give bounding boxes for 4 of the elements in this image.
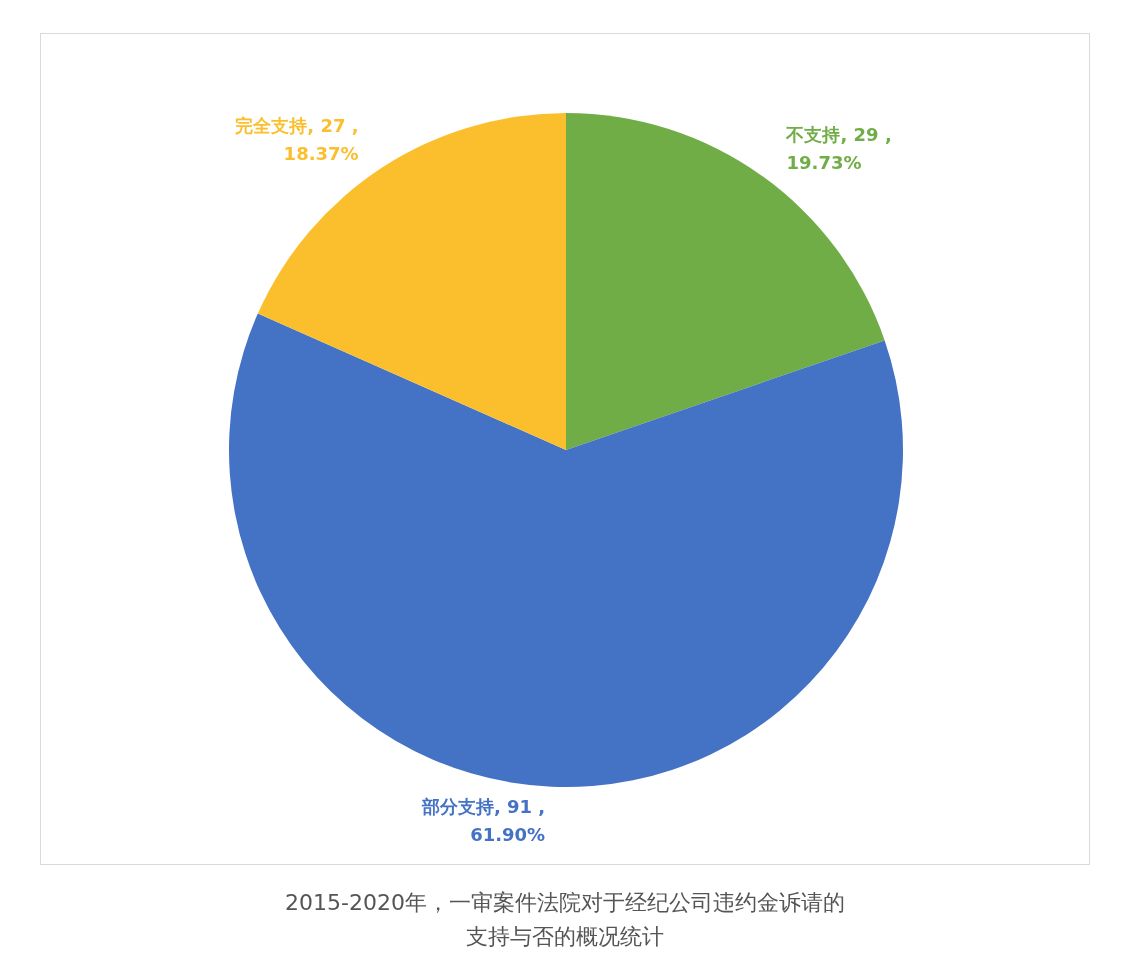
slice-label: 完全支持, 27 , 18.37% bbox=[235, 114, 359, 164]
slice-label: 不支持, 29 , 19.73% bbox=[785, 123, 892, 173]
slice-label: 部分支持, 91 , 61.90% bbox=[420, 796, 546, 846]
text: 2015-2020年，一审案件法院对于经纪公司违约金诉请的支持与否的概况统计 bbox=[285, 889, 845, 949]
